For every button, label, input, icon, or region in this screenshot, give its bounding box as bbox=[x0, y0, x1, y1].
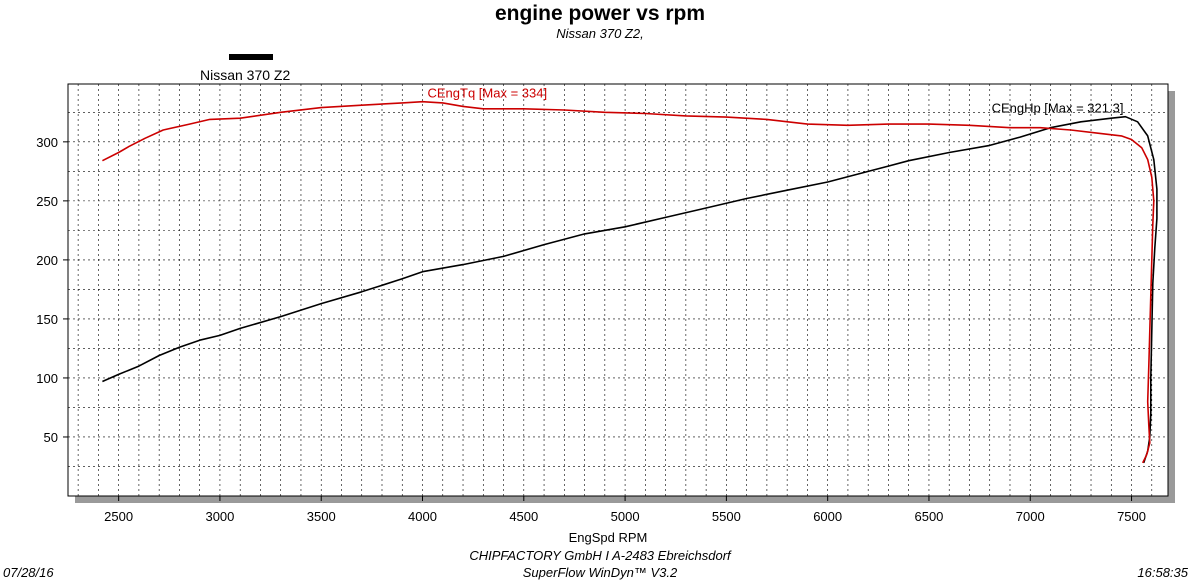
legend: Nissan 370 Z2 bbox=[200, 54, 304, 84]
y-tick-label: 250 bbox=[36, 194, 58, 209]
y-axis-ticks: 50 100 150 200 250 300 bbox=[36, 135, 68, 445]
x-tick-label: 5000 bbox=[611, 509, 640, 524]
x-tick-label: 3000 bbox=[205, 509, 234, 524]
x-axis-label: EngSpd RPM bbox=[569, 530, 648, 545]
x-axis-ticks: 2500 3000 3500 4000 4500 5000 5500 6000 6500 7000… bbox=[104, 496, 1146, 524]
footer-date: 07/28/16 bbox=[3, 565, 54, 580]
chart-title: engine power vs rpm bbox=[494, 2, 706, 25]
x-tick-label: 2500 bbox=[104, 509, 133, 524]
legend-swatch bbox=[229, 54, 273, 60]
annotation-cenghp: CEngHp [Max = 321.3] bbox=[992, 101, 1124, 116]
y-tick-label: 100 bbox=[36, 371, 58, 386]
x-tick-label: 5500 bbox=[712, 509, 741, 524]
footer-time: 16:58:35 bbox=[1137, 565, 1188, 580]
x-tick-label: 7000 bbox=[1016, 509, 1045, 524]
x-tick-label: 6000 bbox=[813, 509, 842, 524]
y-tick-label: 200 bbox=[36, 253, 58, 268]
chart-subtitle: Nissan 370 Z2, bbox=[556, 26, 644, 41]
series-line-cenghp bbox=[102, 115, 1158, 464]
annotation-cengtq: CEngTq [Max = 334] bbox=[428, 86, 548, 101]
grid-lines bbox=[68, 84, 1168, 496]
x-tick-label: 6500 bbox=[914, 509, 943, 524]
series-lines: CEngTq [Max = 334] CEngHp [Max = 321.3] bbox=[102, 86, 1158, 464]
y-tick-label: 300 bbox=[36, 135, 58, 150]
x-tick-label: 7500 bbox=[1117, 509, 1146, 524]
x-tick-label: 3500 bbox=[307, 509, 336, 524]
series-line-cengtq bbox=[102, 100, 1155, 464]
x-tick-label: 4500 bbox=[509, 509, 538, 524]
y-tick-label: 150 bbox=[36, 312, 58, 327]
x-tick-label: 4000 bbox=[408, 509, 437, 524]
y-tick-label: 50 bbox=[44, 430, 58, 445]
plot-area bbox=[67, 83, 1169, 497]
footer-company: CHIPFACTORY GmbH I A-2483 Ebreichsdorf bbox=[469, 548, 731, 563]
footer-software: SuperFlow WinDyn™ V3.2 bbox=[522, 565, 678, 580]
legend-label: Nissan 370 Z2 bbox=[200, 67, 291, 83]
